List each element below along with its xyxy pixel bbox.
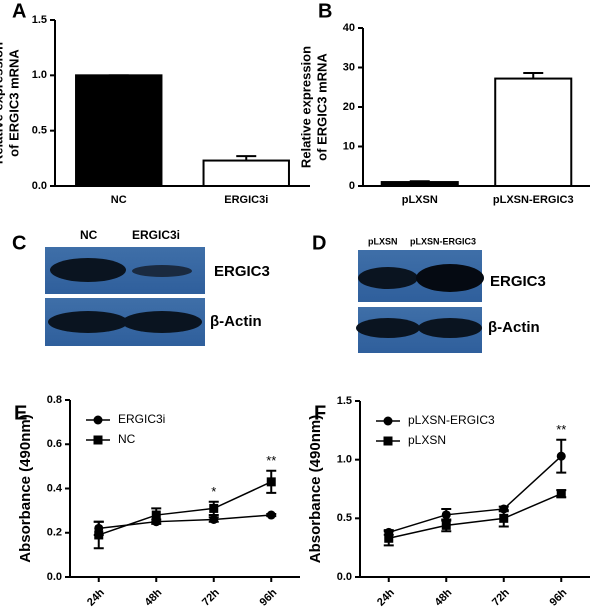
y-tick-label: 0.5 (32, 125, 47, 137)
marker (209, 503, 219, 513)
band-label: β-Actin (210, 313, 262, 330)
y-tick-label: 40 (343, 22, 355, 34)
marker (266, 477, 276, 487)
annotation: ** (556, 422, 566, 437)
y-tick-label: 1.0 (32, 69, 47, 81)
panel-letter: C (12, 232, 26, 254)
marker (209, 514, 219, 524)
y-tick-label: 0.0 (337, 571, 352, 583)
band (358, 267, 418, 289)
lane-label: NC (80, 228, 98, 242)
band (418, 318, 482, 338)
x-tick-label: 72h (200, 587, 222, 609)
marker (499, 504, 509, 514)
y-tick-label: 1.0 (337, 454, 352, 466)
y-tick-label: 1.5 (32, 14, 47, 26)
series-line (388, 455, 562, 534)
marker (93, 415, 103, 425)
bar (494, 77, 573, 187)
band (48, 311, 128, 333)
x-tick-label: 72h (490, 587, 512, 609)
x-tick-label: 96h (548, 587, 570, 609)
lane-label: ERGIC3i (132, 228, 180, 242)
y-axis-label: Relative expression (298, 46, 313, 168)
bar (202, 159, 290, 187)
y-tick-label: 0.0 (32, 180, 47, 192)
marker (383, 436, 393, 446)
y-tick-label: 0.8 (47, 394, 62, 406)
x-tick-label: ERGIC3i (224, 194, 268, 206)
series-line (98, 481, 272, 536)
marker (384, 533, 394, 543)
y-tick-label: 0.6 (47, 438, 62, 450)
marker (556, 489, 566, 499)
x-tick-label: pLXSN (402, 194, 438, 206)
y-tick-label: 0.5 (337, 512, 352, 524)
y-tick-label: 30 (343, 61, 355, 73)
panel-letter: A (12, 0, 26, 22)
lane-label: pLXSN-ERGIC3 (410, 236, 476, 246)
bar (75, 74, 163, 187)
legend-label: pLXSN-ERGIC3 (408, 413, 495, 427)
marker (441, 520, 451, 530)
y-axis-label: Absorbance (490nm) (307, 415, 324, 563)
y-tick-label: 20 (343, 101, 355, 113)
marker (151, 510, 161, 520)
band (132, 265, 192, 277)
y-tick-label: 0.2 (47, 527, 62, 539)
y-tick-label: 0.4 (47, 482, 63, 494)
annotation: ** (266, 453, 276, 468)
bar (380, 181, 459, 188)
y-tick-label: 0.0 (47, 571, 62, 583)
x-tick-label: NC (111, 194, 127, 206)
band (416, 264, 484, 292)
band (356, 318, 420, 338)
y-axis-label: Relative expression (0, 42, 5, 164)
band (50, 258, 126, 282)
marker (266, 510, 276, 520)
lane-label: pLXSN (368, 236, 398, 246)
band-label: β-Actin (488, 319, 540, 336)
panel-letter: E (14, 402, 27, 424)
x-tick-label: 24h (85, 587, 107, 609)
y-axis-label: Absorbance (490nm) (17, 414, 34, 562)
y-tick-label: 0 (349, 180, 355, 192)
panel-letter: F (314, 402, 326, 424)
band (122, 311, 202, 333)
marker (94, 530, 104, 540)
y-tick-label: 1.5 (337, 395, 352, 407)
legend-label: pLXSN (408, 433, 446, 447)
x-tick-label: 24h (375, 587, 397, 609)
marker (93, 435, 103, 445)
marker (441, 510, 451, 520)
legend-label: ERGIC3i (118, 412, 165, 426)
x-tick-label: 96h (258, 587, 280, 609)
x-tick-label: 48h (143, 587, 165, 609)
y-axis-label: of ERGIC3 mRNA (314, 53, 329, 161)
marker (383, 416, 393, 426)
x-tick-label: 48h (433, 587, 455, 609)
panel-letter: B (318, 0, 332, 22)
legend-label: NC (118, 432, 136, 446)
error-bar (236, 155, 257, 161)
series-line (388, 493, 562, 540)
band-label: ERGIC3 (214, 263, 270, 280)
error-bar (523, 72, 544, 79)
panel-letter: D (312, 232, 326, 254)
annotation: * (211, 484, 216, 499)
band-label: ERGIC3 (490, 273, 546, 290)
marker (556, 451, 566, 461)
y-tick-label: 10 (343, 140, 355, 152)
x-tick-label: pLXSN-ERGIC3 (493, 194, 574, 206)
marker (499, 513, 509, 523)
error-bar (409, 180, 430, 183)
y-axis-label: of ERGIC3 mRNA (6, 49, 21, 157)
